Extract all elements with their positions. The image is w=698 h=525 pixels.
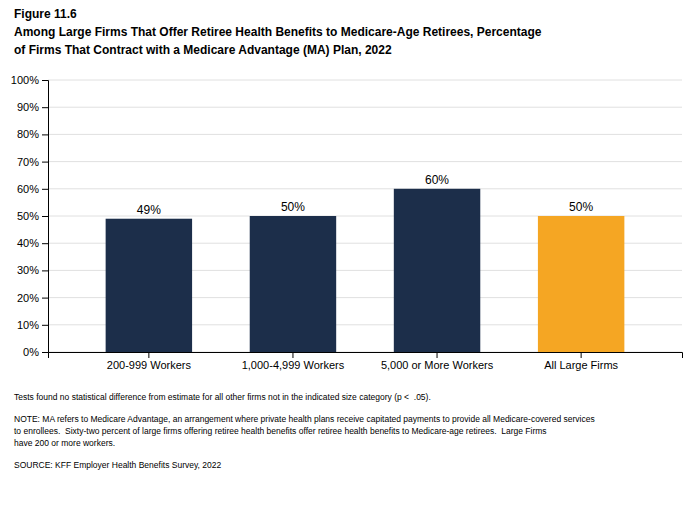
x-tick: 200-999 Workers [107, 352, 192, 371]
y-axis: 0% 10% 20% 30% 40% 50% 60% 70% 80% 90% 100% [11, 74, 49, 358]
y-tick-mark [42, 298, 48, 299]
y-tick-mark [42, 243, 48, 244]
bar [538, 216, 624, 352]
y-tick-label: 10% [17, 319, 39, 331]
y-tick-mark [42, 107, 48, 108]
footnote: Tests found no statistical difference fr… [14, 392, 431, 402]
y-tick-label: 90% [17, 101, 39, 113]
y-tick-label: 0% [23, 346, 39, 358]
x-axis-line [49, 353, 683, 359]
footnote-line: to enrollees. Sixty-two percent of large… [14, 426, 547, 436]
chart: Figure 11.6 Among Large Firms That Offer … [0, 0, 698, 525]
y-tick: 60% [17, 183, 48, 195]
y-tick-mark [42, 134, 48, 135]
data-labels: 49% 50% 60% 50% [137, 173, 594, 217]
footnote-line: NOTE: MA refers to Medicare Advantage, a… [14, 414, 595, 424]
bar [250, 216, 336, 352]
y-tick-label: 70% [17, 156, 39, 168]
data-label: 49% [137, 203, 161, 217]
x-tick-label: All Large Firms [544, 359, 618, 371]
y-tick-label: 100% [11, 74, 39, 86]
grid-line [48, 134, 682, 135]
bar [394, 189, 480, 352]
footnotes: Tests found no statistical difference fr… [14, 392, 595, 470]
y-tick-label: 80% [17, 128, 39, 140]
footnote: NOTE: MA refers to Medicare Advantage, a… [14, 414, 595, 448]
footnote-line: have 200 or more workers. [14, 438, 115, 448]
x-tick-label: 1,000-4,999 Workers [242, 359, 345, 371]
y-tick: 0% [23, 346, 48, 358]
y-tick: 30% [17, 264, 48, 276]
y-tick-label: 60% [17, 183, 39, 195]
y-tick-mark [42, 352, 48, 353]
x-tick: All Large Firms [544, 352, 618, 371]
footnote-line: SOURCE: KFF Employer Health Benefits Sur… [14, 460, 222, 470]
x-tick: 1,000-4,999 Workers [242, 352, 345, 371]
x-tick-label: 5,000 or More Workers [381, 359, 494, 371]
y-tick: 100% [11, 74, 48, 86]
data-label: 50% [281, 200, 305, 214]
y-tick-label: 50% [17, 210, 39, 222]
y-tick-label: 30% [17, 264, 39, 276]
y-tick-label: 20% [17, 292, 39, 304]
grid-line [48, 107, 682, 108]
y-tick-mark [42, 270, 48, 271]
y-tick: 50% [17, 210, 48, 222]
title: Figure 11.6 [14, 7, 77, 21]
x-axis: 200-999 Workers 1,000-4,999 Workers 5,000 … [49, 352, 683, 371]
x-tick-mark [148, 352, 149, 358]
y-tick-mark [42, 325, 48, 326]
bar [106, 219, 192, 352]
y-tick: 20% [17, 292, 48, 304]
y-tick: 80% [17, 128, 48, 140]
y-tick: 90% [17, 101, 48, 113]
y-tick: 70% [17, 156, 48, 168]
title: Among Large Firms That Offer Retiree Hea… [14, 25, 542, 39]
y-tick: 40% [17, 237, 48, 249]
grid-line [48, 188, 682, 189]
y-tick-mark [42, 216, 48, 217]
y-tick-label: 40% [17, 237, 39, 249]
y-axis-line [42, 81, 49, 353]
y-tick-mark [42, 80, 48, 81]
data-label: 50% [569, 200, 593, 214]
footnote: SOURCE: KFF Employer Health Benefits Sur… [14, 460, 222, 470]
y-tick: 10% [17, 319, 48, 331]
grid-line [48, 161, 682, 162]
grid-line [48, 80, 682, 81]
title: of Firms That Contract with a Medicare A… [14, 43, 392, 57]
y-tick-mark [42, 162, 48, 163]
x-tick-mark [437, 352, 438, 358]
x-tick-mark [292, 352, 293, 358]
data-label: 60% [425, 173, 449, 187]
x-tick-mark [581, 352, 582, 358]
bars [106, 189, 625, 352]
x-tick-label: 200-999 Workers [107, 359, 192, 371]
y-tick-mark [42, 189, 48, 190]
footnote-line: Tests found no statistical difference fr… [14, 392, 431, 402]
grid [48, 80, 682, 352]
title-block: Figure 11.6 Among Large Firms That Offer … [14, 7, 542, 57]
x-tick: 5,000 or More Workers [381, 352, 494, 371]
